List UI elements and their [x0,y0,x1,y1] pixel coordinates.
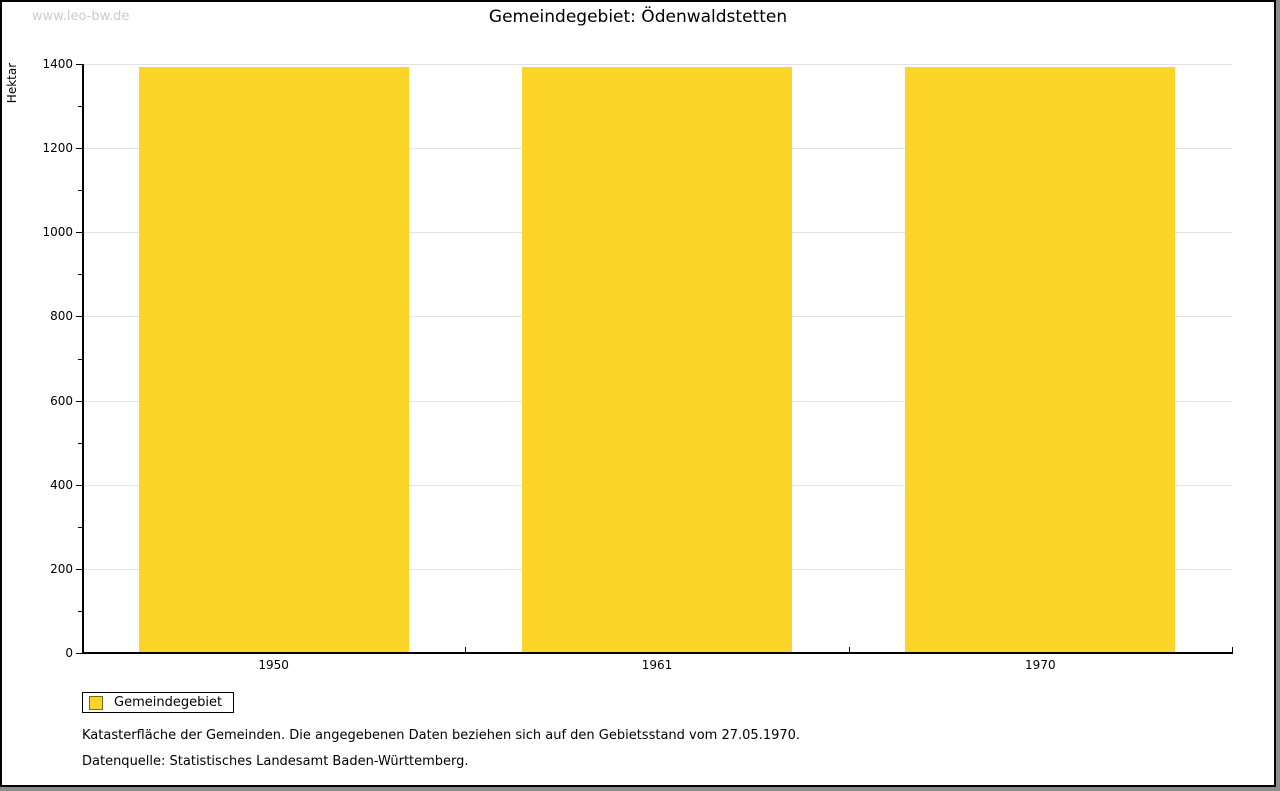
legend-box: Gemeindegebiet [82,692,234,713]
gridline [83,64,1232,65]
bar-1950 [138,67,409,653]
y-axis-line [82,64,84,654]
watermark: www.leo-bw.de [32,9,130,24]
footnote-line-1: Katasterfläche der Gemeinden. Die angege… [82,728,801,743]
y-tick-label: 0 [65,646,73,660]
legend-label: Gemeindegebiet [114,695,223,710]
y-axis-title: Hektar [5,62,19,104]
legend-swatch-icon [89,695,103,710]
y-tick-major [76,64,82,65]
x-tick-label: 1961 [641,658,673,672]
y-tick-label: 800 [50,309,73,324]
y-tick-major [76,232,82,234]
y-tick-label: 1200 [42,141,73,156]
y-tick-major [76,484,82,486]
bar-1961 [522,67,792,653]
x-tick-label: 1970 [1025,658,1056,672]
y-tick-label: 200 [50,561,73,576]
x-axis-line [82,652,1233,654]
y-tick-major [76,653,82,654]
footnote-line-2: Datenquelle: Statistisches Landesamt Bad… [82,754,469,769]
y-tick-minor [78,274,82,276]
y-tick-major [76,568,82,570]
y-tick-label: 1000 [42,225,73,240]
chart-title: Gemeindegebiet: Ödenwaldstetten [488,7,788,27]
y-tick-minor [78,526,82,528]
x-tick [465,647,466,653]
x-tick [1232,647,1233,653]
y-tick-major [76,400,82,402]
y-tick-label: 1400 [42,57,73,71]
x-tick-label: 1950 [258,658,289,672]
y-tick-label: 600 [50,393,73,408]
bar-1970 [905,67,1176,653]
y-tick-minor [78,106,82,108]
y-tick-label: 400 [50,477,73,492]
x-tick [849,647,850,653]
y-tick-minor [78,442,82,444]
y-tick-major [76,148,82,150]
y-tick-minor [78,358,82,360]
y-tick-minor [78,610,82,612]
y-tick-minor [78,190,82,192]
y-tick-major [76,316,82,318]
